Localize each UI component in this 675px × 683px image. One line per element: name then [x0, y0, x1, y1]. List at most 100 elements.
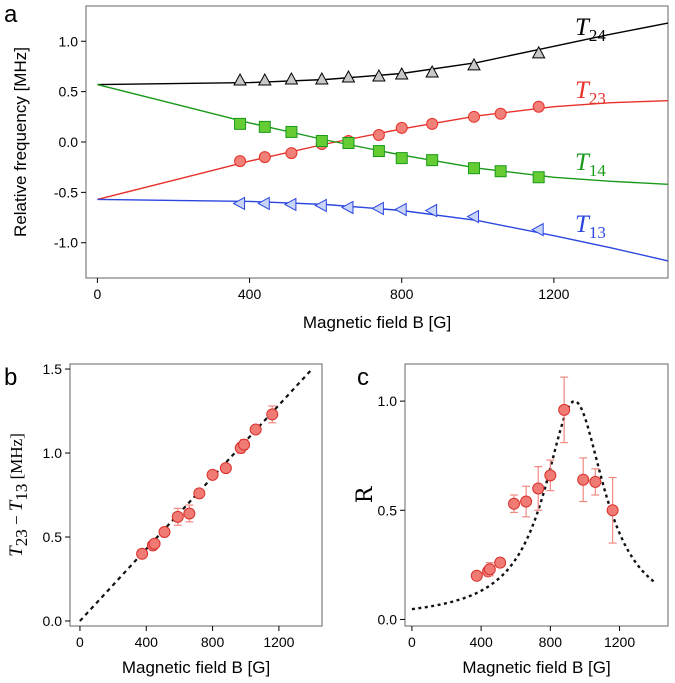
series-T14-point [395, 152, 408, 165]
1-x-tick-label: 1200 [263, 634, 294, 650]
b-data-point [158, 525, 171, 538]
b-data-point [183, 507, 196, 520]
b-data-point [148, 537, 161, 550]
panel-a: 0 400 800 1200 1.0 0.5 0.0 -0.5 -1.0 Magnetic fie… [11, 5, 669, 332]
y-label-part: − [7, 511, 26, 529]
0-y-tick-label: 0.0 [59, 134, 79, 150]
series-T14-point [342, 137, 355, 150]
series-T13-point [424, 203, 438, 218]
series-T24-point [315, 71, 329, 85]
series-T13-point [314, 198, 327, 213]
series-T24-point [372, 68, 386, 82]
2-y-tick-label: 0.5 [378, 502, 398, 518]
2-x-tick-label: 0 [408, 634, 416, 650]
series-T24-point [531, 45, 546, 59]
0-y-tick-label: -0.5 [54, 184, 78, 200]
c-data-point [606, 504, 619, 517]
b-data-point [219, 462, 232, 475]
series-T13-point [257, 196, 270, 211]
a-x-axis-label: Magnetic field B [G] [303, 313, 451, 332]
b-data-point [136, 547, 149, 560]
panel-label-b: b [4, 364, 17, 391]
series-label-main: T [575, 149, 591, 176]
b-data-point [171, 510, 184, 523]
series-label-sub: 24 [589, 26, 607, 45]
series-T23-point [532, 100, 545, 113]
c-data-point [494, 556, 507, 569]
2-plot-frame [404, 363, 669, 627]
b-data-point [238, 438, 251, 451]
c-y-axis-label: R [353, 485, 378, 503]
series-T14-point [468, 162, 480, 175]
series-T14-point [426, 154, 439, 167]
series-T23-point [285, 147, 298, 160]
series-T14-point [234, 117, 247, 130]
panel-c: 0 400 800 1200 0.0 0.5 1.0 Magnetic field B [G]… [353, 363, 669, 677]
c-data-point [470, 569, 483, 582]
series-T24-point [233, 73, 247, 86]
1-y-tick-label: 0.5 [43, 529, 63, 545]
c-data-point [532, 482, 545, 495]
series-T24-point [257, 73, 272, 86]
0-x-tick-label: 1200 [538, 286, 569, 302]
b-y-axis-label: T23 − T13 [MHz] [6, 433, 31, 557]
1-x-tick-label: 400 [135, 634, 159, 650]
2-x-tick-label: 800 [539, 634, 563, 650]
b-data-point [193, 487, 206, 500]
series-T24-point [425, 64, 439, 78]
series-T13-point [340, 200, 354, 215]
series-label-sub: 23 [589, 89, 606, 108]
c-data-point [544, 469, 557, 482]
series-T23-point [494, 107, 507, 120]
series-T23-point [258, 151, 271, 164]
0-x-tick-label: 800 [390, 286, 414, 302]
series-T14-point [532, 171, 545, 184]
series-T13-point [232, 196, 246, 211]
panel-b: 0 400 800 1200 0.0 0.5 1.0 1.5 Magnetic field B … [6, 361, 323, 677]
2-x-tick-label: 400 [469, 634, 493, 650]
0-y-tick-label: 1.0 [59, 33, 79, 49]
panel-label-a: a [4, 1, 18, 28]
1-y-tick-label: 1.5 [43, 361, 63, 377]
c-data-point [558, 403, 571, 416]
2-y-tick-label: 1.0 [378, 393, 398, 409]
1-plot-frame [69, 363, 323, 627]
b-data-point [249, 423, 262, 436]
b-x-axis-label: Magnetic field B [G] [122, 658, 270, 677]
c-data-point [520, 495, 533, 508]
c-data-point [508, 497, 521, 510]
series-T14-point [315, 134, 328, 147]
series-T24-point [467, 57, 481, 71]
series-T24-label: T24 [575, 14, 606, 45]
series-T13-point [283, 197, 297, 212]
1-y-tick-label: 1.0 [43, 445, 63, 461]
series-T24-point [284, 71, 299, 85]
b-data-point [206, 468, 219, 481]
y-label-part: [MHz] [7, 433, 26, 484]
series-label-sub: 14 [589, 161, 607, 180]
c-x-axis-label: Magnetic field B [G] [462, 658, 610, 677]
series-T14-point [258, 120, 271, 133]
series-label-main: T [575, 14, 591, 41]
c-data-point [589, 475, 602, 488]
y-label-part: 13 [12, 484, 31, 501]
series-T14-point [494, 165, 507, 178]
series-T13-point [466, 209, 479, 224]
series-T23-label: T23 [575, 77, 606, 108]
0-y-tick-label: -1.0 [54, 235, 78, 251]
series-label-sub: 13 [589, 223, 606, 242]
series-T13-point [531, 222, 544, 237]
c-fit-curve [411, 399, 655, 611]
series-T14-point [372, 145, 385, 158]
a-y-axis-label: Relative frequency [MHz] [11, 47, 30, 237]
series-T23-point [395, 121, 408, 134]
series-T14-label: T14 [575, 149, 606, 180]
0-x-tick-label: 400 [238, 286, 262, 302]
series-T24-point [341, 69, 356, 83]
c-data-point [577, 473, 590, 486]
y-label-part: T [6, 545, 27, 557]
y-label-part: 23 [12, 529, 31, 546]
series-label-main: T [575, 77, 591, 104]
series-T23-point [426, 117, 439, 130]
